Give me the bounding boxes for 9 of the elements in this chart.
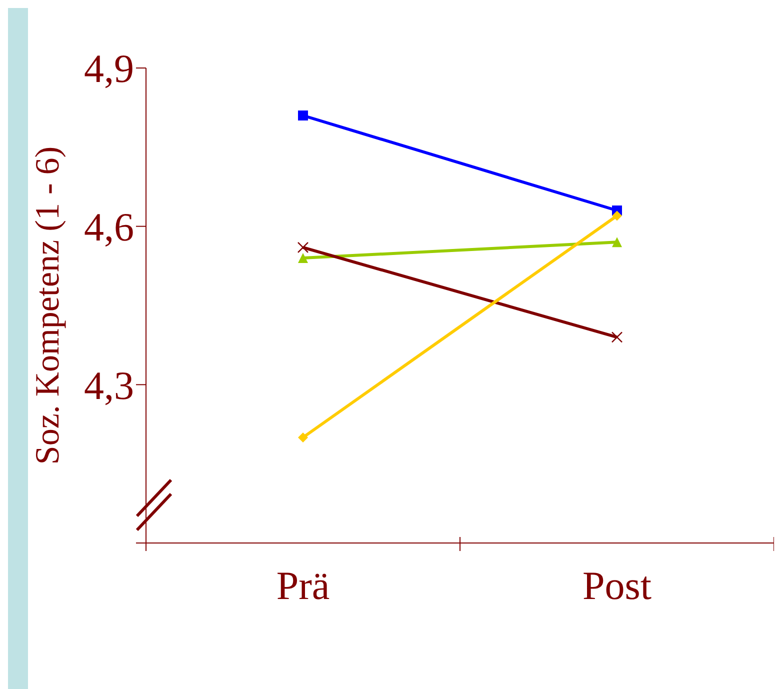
y-tick-label: 4,9 [84,46,134,92]
point [298,110,308,120]
y-tick-label: 4,3 [84,362,134,408]
x-tick-label: Prä [276,563,330,608]
point [612,210,622,221]
y-axis-title: Soz. Kompetenz (1 - 6) [30,146,66,465]
x-tick-label: Post [582,563,652,608]
point [298,432,308,442]
y-tick-label: 4,6 [84,204,134,250]
